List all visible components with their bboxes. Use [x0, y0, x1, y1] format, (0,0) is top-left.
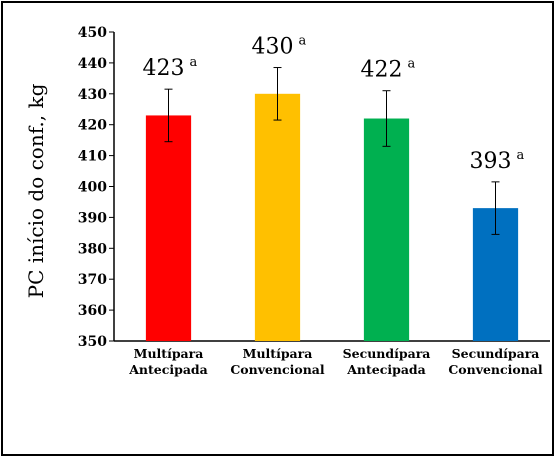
y-tick-label: 350 [78, 334, 107, 350]
x-tick-label: Antecipada [128, 362, 208, 377]
x-tick-label: Antecipada [346, 362, 426, 377]
y-tick-label: 450 [78, 25, 107, 41]
y-tick-label: 370 [78, 272, 107, 288]
data-label-superscript: a [517, 148, 525, 163]
x-tick-label: Convencional [448, 362, 543, 377]
data-label-superscript: a [299, 34, 307, 49]
x-tick-label: Multípara [134, 346, 204, 361]
data-label: 422 [361, 58, 403, 83]
bar [254, 93, 301, 341]
bar [145, 115, 192, 342]
data-label-superscript: a [408, 57, 416, 72]
y-tick-label: 390 [78, 210, 107, 226]
x-tick-label: Multípara [243, 346, 313, 361]
y-axis-label: PC início do conf., kg [24, 83, 48, 298]
bar [363, 118, 410, 342]
y-tick-label: 360 [78, 303, 107, 319]
x-tick-label: Secundípara [452, 346, 540, 361]
y-tick-label: 420 [78, 118, 107, 134]
y-tick-label: 400 [78, 180, 107, 196]
y-tick-label: 380 [78, 241, 107, 257]
data-label: 393 [470, 149, 512, 174]
data-label: 423 [143, 56, 185, 81]
y-tick-label: 440 [78, 56, 107, 72]
x-tick-label: Secundípara [343, 346, 431, 361]
data-label: 430 [252, 35, 294, 60]
y-tick-label: 430 [78, 87, 107, 103]
y-tick-label: 410 [78, 149, 107, 165]
data-label-superscript: a [190, 55, 198, 70]
x-tick-label: Convencional [230, 362, 325, 377]
